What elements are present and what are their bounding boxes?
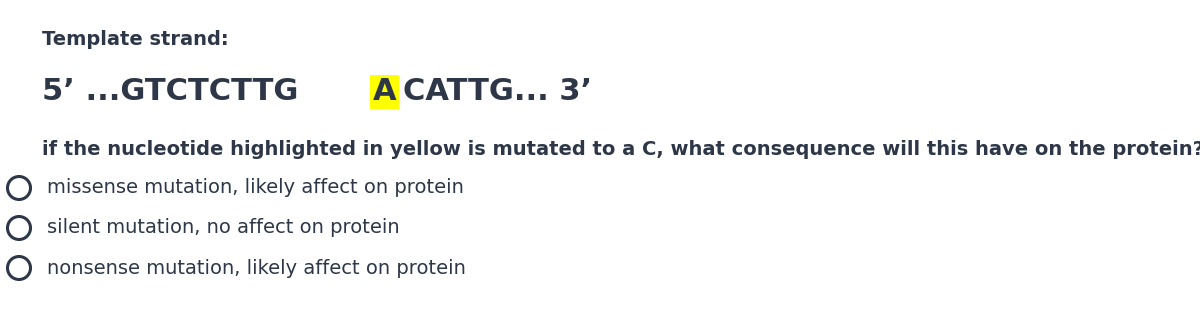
Text: A: A	[373, 78, 396, 107]
Text: CATTG... 3’: CATTG... 3’	[403, 78, 593, 107]
Text: 5’ ...GTCTCTTG: 5’ ...GTCTCTTG	[42, 78, 299, 107]
Text: Template strand:: Template strand:	[42, 30, 229, 49]
Text: if the nucleotide highlighted in yellow is mutated to a C, what consequence will: if the nucleotide highlighted in yellow …	[42, 140, 1200, 159]
Text: silent mutation, no affect on protein: silent mutation, no affect on protein	[47, 218, 400, 238]
Text: nonsense mutation, likely affect on protein: nonsense mutation, likely affect on prot…	[47, 259, 466, 278]
Text: missense mutation, likely affect on protein: missense mutation, likely affect on prot…	[47, 178, 464, 197]
